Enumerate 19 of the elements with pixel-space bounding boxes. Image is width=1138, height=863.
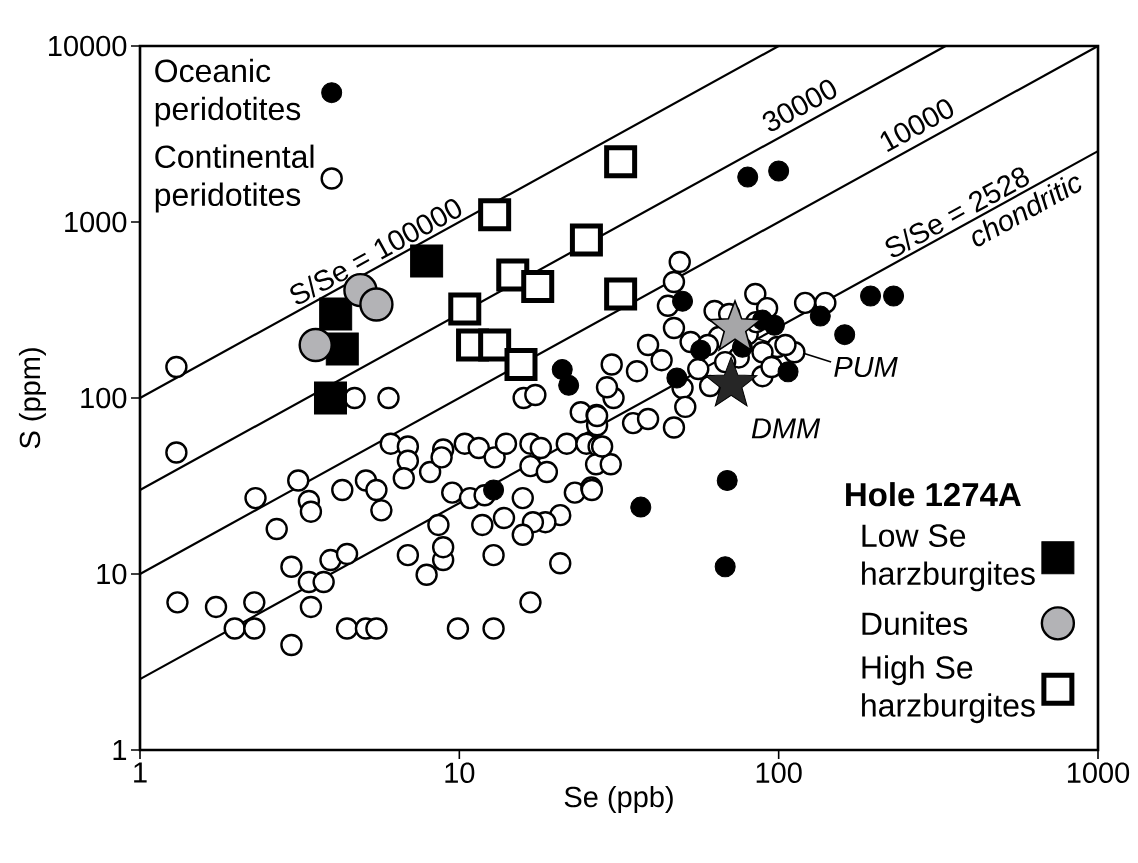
legend-label: Continental peridotites [155, 144, 314, 213]
y-tick-label: 10000 [49, 35, 127, 57]
series-label: DMM [751, 418, 821, 439]
y-tick-label: 10 [97, 563, 127, 585]
legend-label: Low Se harzburgites [862, 524, 1035, 592]
x-axis-title: Se (ppb) [564, 785, 673, 813]
y-tick-label: 100 [81, 387, 127, 409]
x-tick-label: 1 [134, 762, 147, 783]
x-tick-label: 10 [445, 762, 475, 784]
y-tick-label: 1000 [65, 211, 127, 233]
x-tick-label: 100 [756, 762, 802, 784]
legend-title: Hole 1274A [846, 482, 1021, 507]
x-tick-label: 1000 [1067, 762, 1130, 784]
legend-label: High Se harzburgites [862, 655, 1035, 724]
y-tick-label: 1 [113, 740, 127, 760]
legend-label: Dunites [862, 611, 968, 636]
text: PUM [834, 356, 898, 378]
legend-label: Oceanic peridotites [155, 58, 301, 127]
y-axis-title: S (ppm) [18, 348, 46, 449]
